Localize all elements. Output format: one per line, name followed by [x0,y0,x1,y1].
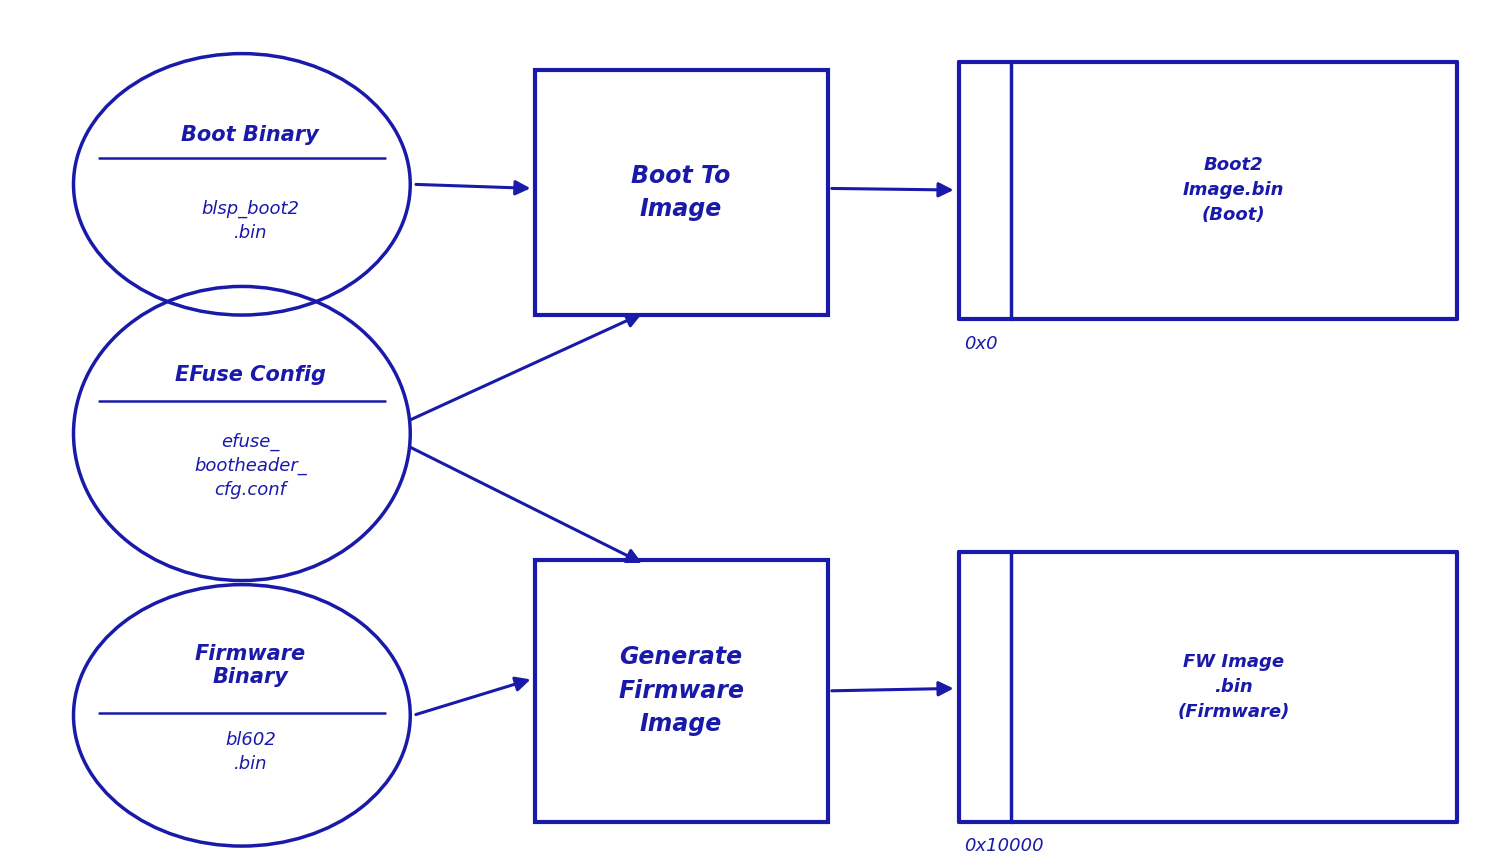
Text: 0x0: 0x0 [964,335,998,353]
Text: bl602
.bin: bl602 .bin [226,731,276,772]
Text: Firmware
Binary: Firmware Binary [194,644,306,688]
Text: EFuse Config: EFuse Config [175,365,326,385]
Bar [535,70,828,315]
Text: Boot2
Image.bin
(Boot): Boot2 Image.bin (Boot) [1183,156,1285,225]
Bar [535,560,828,822]
Text: Boot Binary: Boot Binary [181,125,320,145]
Text: Generate
Firmware
Image: Generate Firmware Image [619,645,744,736]
Text: Boot To
Image: Boot To Image [632,164,731,221]
Text: efuse_
bootheader_
cfg.conf: efuse_ bootheader_ cfg.conf [194,433,306,499]
Text: 0x10000: 0x10000 [964,837,1043,855]
Text: FW Image
.bin
(Firmware): FW Image .bin (Firmware) [1177,653,1289,720]
Text: blsp_boot2
.bin: blsp_boot2 .bin [202,200,299,242]
